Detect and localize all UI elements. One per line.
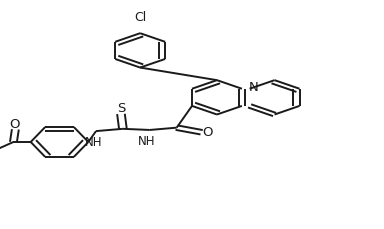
Text: Cl: Cl	[134, 11, 146, 24]
Text: S: S	[117, 102, 125, 115]
Text: O: O	[202, 126, 213, 139]
Text: N: N	[249, 81, 258, 94]
Text: NH: NH	[138, 135, 156, 148]
Text: O: O	[10, 118, 20, 131]
Text: NH: NH	[84, 136, 102, 149]
